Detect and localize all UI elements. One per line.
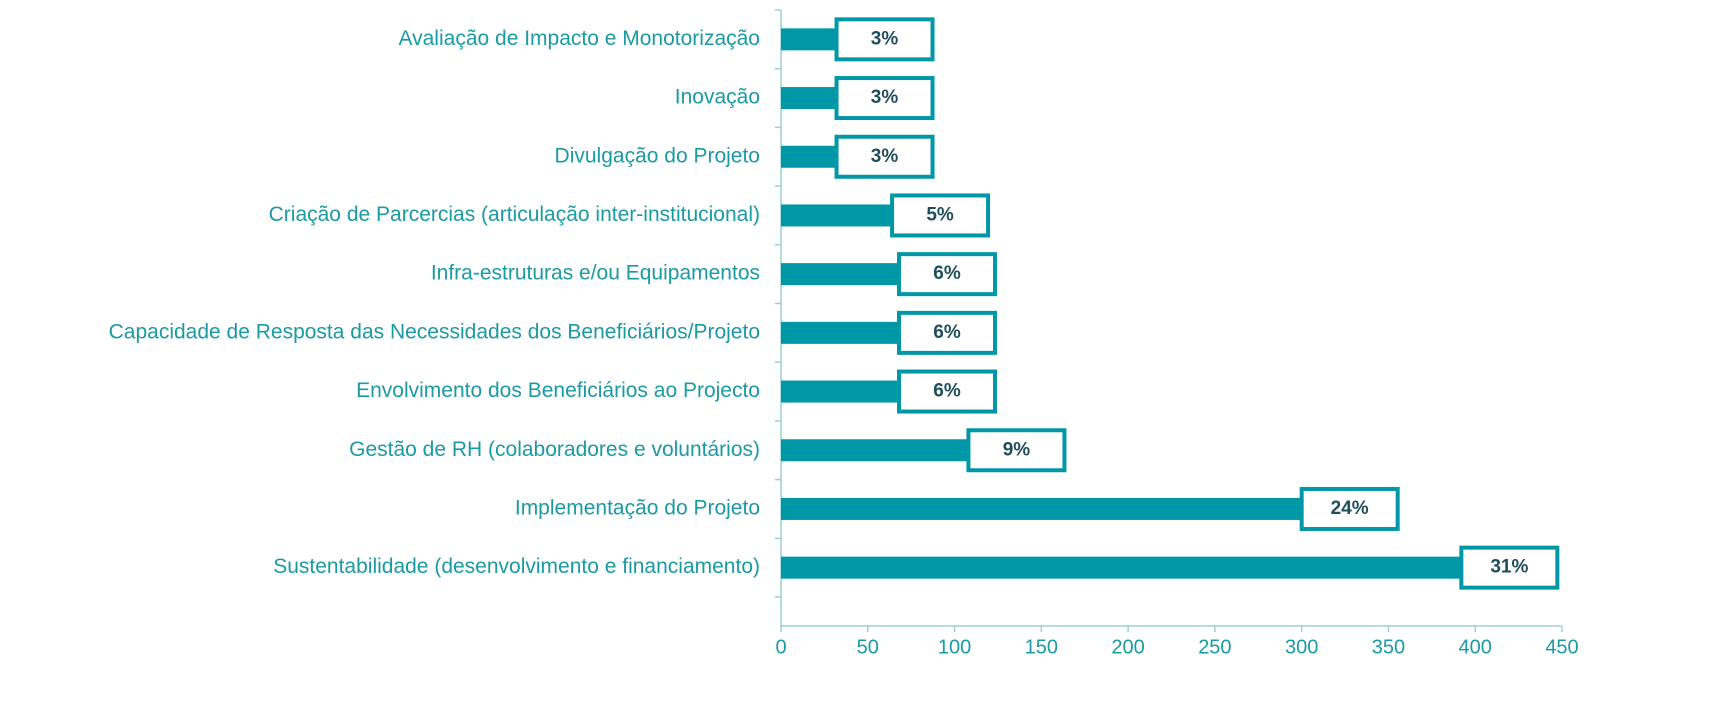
x-tick-label: 250 <box>1198 636 1231 658</box>
category-label: Divulgação do Projeto <box>555 144 760 167</box>
category-label: Envolvimento dos Beneficiários ao Projec… <box>356 379 760 402</box>
bar <box>781 556 1462 579</box>
x-tick-label: 350 <box>1372 636 1405 658</box>
x-tick-label: 300 <box>1285 636 1318 658</box>
x-tick-label: 50 <box>857 636 879 658</box>
x-tick-label: 0 <box>775 636 786 658</box>
value-label-box <box>966 428 1067 473</box>
category-label: Gestão de RH (colaboradores e voluntário… <box>349 438 760 461</box>
value-label: 3% <box>871 146 899 167</box>
bar <box>781 321 900 344</box>
bar <box>781 204 893 227</box>
category-label: Capacidade de Resposta das Necessidades … <box>109 320 760 343</box>
value-label-box <box>890 193 991 238</box>
value-label-box <box>834 17 935 62</box>
bar <box>781 439 969 462</box>
value-label-box <box>834 134 935 179</box>
x-tick-label: 450 <box>1545 636 1578 658</box>
x-tick-label: 100 <box>938 636 971 658</box>
bar <box>781 263 900 286</box>
value-label: 9% <box>1003 439 1031 460</box>
bar <box>781 145 837 168</box>
value-label: 24% <box>1331 498 1369 519</box>
x-tick-label: 150 <box>1025 636 1058 658</box>
value-label-box <box>1299 486 1400 531</box>
category-label: Avaliação de Impacto e Monotorização <box>399 27 761 50</box>
value-label-box <box>834 76 935 121</box>
bar <box>781 87 837 110</box>
category-label: Implementação do Projeto <box>515 496 760 519</box>
x-tick-label: 400 <box>1459 636 1492 658</box>
value-label-box <box>897 252 998 297</box>
value-label: 6% <box>933 263 961 284</box>
value-label: 6% <box>933 322 961 343</box>
category-label: Inovação <box>675 86 760 109</box>
value-label: 6% <box>933 381 961 402</box>
category-label: Sustentabilidade (desenvolvimento e fina… <box>273 555 760 578</box>
value-label-box <box>897 310 998 355</box>
bar <box>781 497 1302 520</box>
x-tick-label: 200 <box>1111 636 1144 658</box>
bar <box>781 28 837 51</box>
value-label-box <box>1459 545 1560 590</box>
value-label: 5% <box>926 204 954 225</box>
value-label-box <box>897 369 998 414</box>
value-label: 3% <box>871 28 899 49</box>
category-label: Criação de Parcercias (articulação inter… <box>269 203 760 226</box>
value-label: 31% <box>1490 557 1528 578</box>
category-label: Infra-estruturas e/ou Equipamentos <box>431 262 760 285</box>
value-label: 3% <box>871 87 899 108</box>
bar <box>781 380 900 403</box>
